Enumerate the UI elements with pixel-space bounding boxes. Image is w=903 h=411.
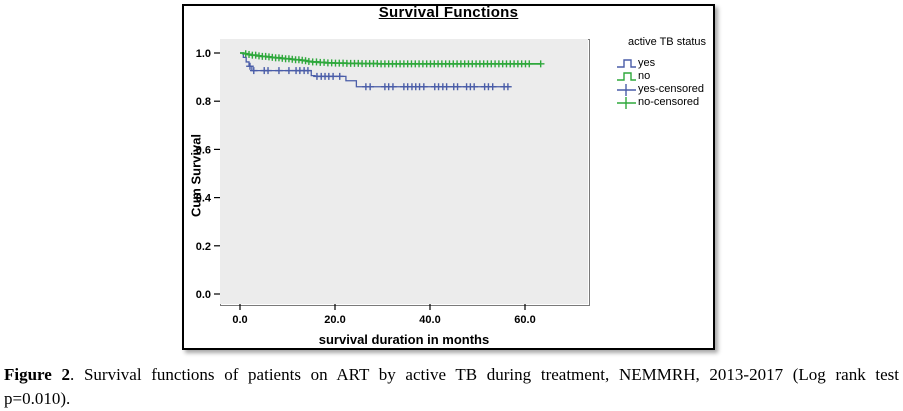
step-line-glyph <box>617 71 636 81</box>
survival-chart-figure: Survival Functions 0.0 20.0 40.0 60.0 0.0 0.2… <box>182 4 715 350</box>
legend: active TB status yes no yes-censored <box>616 36 713 109</box>
y-tick-label: 0.6 <box>196 144 211 156</box>
legend-label: yes <box>638 56 656 69</box>
legend-label: no-censored <box>638 95 700 108</box>
caption-figure-label: Figure 2 <box>4 365 71 384</box>
y-tick-label: 1.0 <box>196 48 211 60</box>
x-tick-label: 0.0 <box>232 314 247 326</box>
legend-label: yes-censored <box>638 82 705 95</box>
caption-line-1: Figure 2. Survival functions of patients… <box>4 363 899 387</box>
legend-label: no <box>638 69 651 82</box>
caption-line-2: p=0.010). <box>4 389 71 408</box>
x-tick-label: 20.0 <box>324 314 345 326</box>
caption-text: . Survival functions of patients on ART … <box>70 365 899 384</box>
y-axis-title: Cum Survival <box>188 133 204 218</box>
chart-canvas: 0.0 20.0 40.0 60.0 0.0 0.2 0.4 0.6 0.8 1.0 <box>196 39 588 326</box>
legend-title: active TB status <box>628 36 707 48</box>
step-line-glyph <box>617 58 636 68</box>
y-tick-label: 0.8 <box>196 96 211 108</box>
y-tick-label: 0.4 <box>196 193 212 205</box>
figure-caption: Figure 2. Survival functions of patients… <box>4 363 899 411</box>
x-tick-label: 60.0 <box>514 314 535 326</box>
legend-entry-no-censored: no-censored <box>616 95 713 109</box>
x-axis-title: survival duration in months <box>318 332 490 347</box>
legend-entry-yes: yes <box>616 56 713 69</box>
legend-entry-no: no <box>616 69 713 82</box>
legend-entry-yes-censored: yes-censored <box>616 82 713 96</box>
x-tick-label: 40.0 <box>419 314 440 326</box>
plot-area-fill <box>220 39 588 304</box>
plus-line-glyph <box>617 83 636 96</box>
chart-title: Survival Functions <box>378 4 519 21</box>
y-tick-label: 0.0 <box>196 289 211 301</box>
y-tick-label: 0.2 <box>196 241 211 253</box>
plus-line-glyph <box>617 96 636 109</box>
